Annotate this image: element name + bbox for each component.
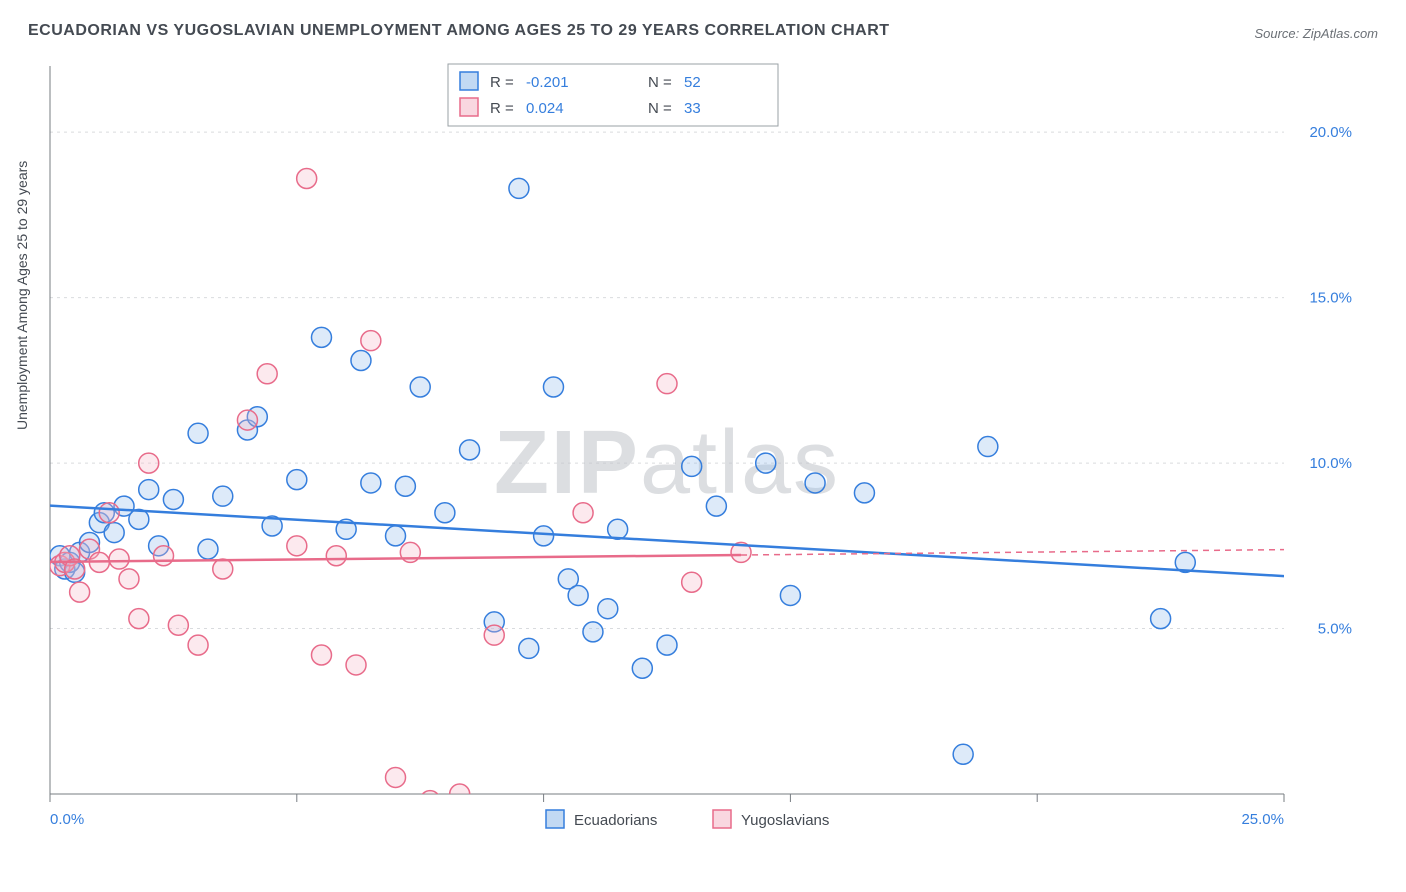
legend-swatch xyxy=(460,72,478,90)
data-point xyxy=(450,784,470,804)
data-point xyxy=(386,767,406,787)
data-point xyxy=(706,496,726,516)
data-point xyxy=(154,546,174,566)
data-point xyxy=(386,526,406,546)
data-point xyxy=(346,655,366,675)
y-axis-label: Unemployment Among Ages 25 to 29 years xyxy=(14,161,30,430)
data-point xyxy=(573,503,593,523)
data-point xyxy=(70,582,90,602)
data-point xyxy=(460,440,480,460)
y-tick-label: 15.0% xyxy=(1309,290,1352,307)
data-point xyxy=(139,480,159,500)
legend-swatch xyxy=(460,98,478,116)
data-point xyxy=(311,645,331,665)
legend-r-label: R = xyxy=(490,100,514,117)
data-point xyxy=(198,539,218,559)
data-point xyxy=(119,569,139,589)
legend-n-value: 33 xyxy=(684,100,701,117)
legend-swatch xyxy=(713,810,731,828)
data-point xyxy=(188,423,208,443)
data-point xyxy=(978,437,998,457)
data-point xyxy=(854,483,874,503)
legend-series-label: Yugoslavians xyxy=(741,812,829,829)
legend-n-value: 52 xyxy=(684,74,701,91)
legend-r-value: 0.024 xyxy=(526,100,564,117)
data-point xyxy=(543,377,563,397)
data-point xyxy=(632,658,652,678)
data-point xyxy=(129,509,149,529)
y-tick-label: 20.0% xyxy=(1309,124,1352,141)
legend-r-value: -0.201 xyxy=(526,74,569,91)
data-point xyxy=(188,635,208,655)
data-point xyxy=(583,622,603,642)
data-point xyxy=(805,473,825,493)
data-point xyxy=(1151,609,1171,629)
data-point xyxy=(756,453,776,473)
data-point xyxy=(361,473,381,493)
y-tick-label: 10.0% xyxy=(1309,455,1352,472)
data-point xyxy=(568,585,588,605)
legend-swatch xyxy=(546,810,564,828)
y-tick-label: 5.0% xyxy=(1318,621,1352,638)
data-point xyxy=(657,374,677,394)
data-point xyxy=(519,638,539,658)
legend-series-label: Ecuadorians xyxy=(574,812,657,829)
data-point xyxy=(139,453,159,473)
data-point xyxy=(953,744,973,764)
data-point xyxy=(682,456,702,476)
data-point xyxy=(287,536,307,556)
legend-n-label: N = xyxy=(648,100,672,117)
data-point xyxy=(237,410,257,430)
x-tick-label: 25.0% xyxy=(1241,811,1284,828)
data-point xyxy=(395,476,415,496)
data-point xyxy=(311,327,331,347)
data-point xyxy=(410,377,430,397)
data-point xyxy=(420,791,440,811)
data-point xyxy=(509,178,529,198)
data-point xyxy=(435,503,455,523)
data-point xyxy=(104,523,124,543)
data-point xyxy=(326,546,346,566)
data-point xyxy=(168,615,188,635)
data-point xyxy=(287,470,307,490)
data-point xyxy=(99,503,119,523)
data-point xyxy=(682,572,702,592)
scatter-chart: 0.0% 25.0% 5.0% 10.0% 15.0% 20.0% ZIPatlas R =-… xyxy=(46,62,1360,838)
chart-title: ECUADORIAN VS YUGOSLAVIAN UNEMPLOYMENT A… xyxy=(28,22,890,40)
data-point xyxy=(351,351,371,371)
data-point xyxy=(361,331,381,351)
legend-r-label: R = xyxy=(490,74,514,91)
data-point xyxy=(608,519,628,539)
data-point xyxy=(257,364,277,384)
data-point xyxy=(657,635,677,655)
data-point xyxy=(297,169,317,189)
data-point xyxy=(213,486,233,506)
data-point xyxy=(780,585,800,605)
data-point xyxy=(598,599,618,619)
x-tick-label: 0.0% xyxy=(50,811,84,828)
data-point xyxy=(213,559,233,579)
watermark: ZIPatlas xyxy=(494,413,840,513)
data-point xyxy=(534,526,554,546)
data-point xyxy=(484,625,504,645)
data-point xyxy=(109,549,129,569)
legend-n-label: N = xyxy=(648,74,672,91)
data-point xyxy=(129,609,149,629)
source-label: Source: ZipAtlas.com xyxy=(1254,26,1378,41)
data-point xyxy=(163,489,183,509)
